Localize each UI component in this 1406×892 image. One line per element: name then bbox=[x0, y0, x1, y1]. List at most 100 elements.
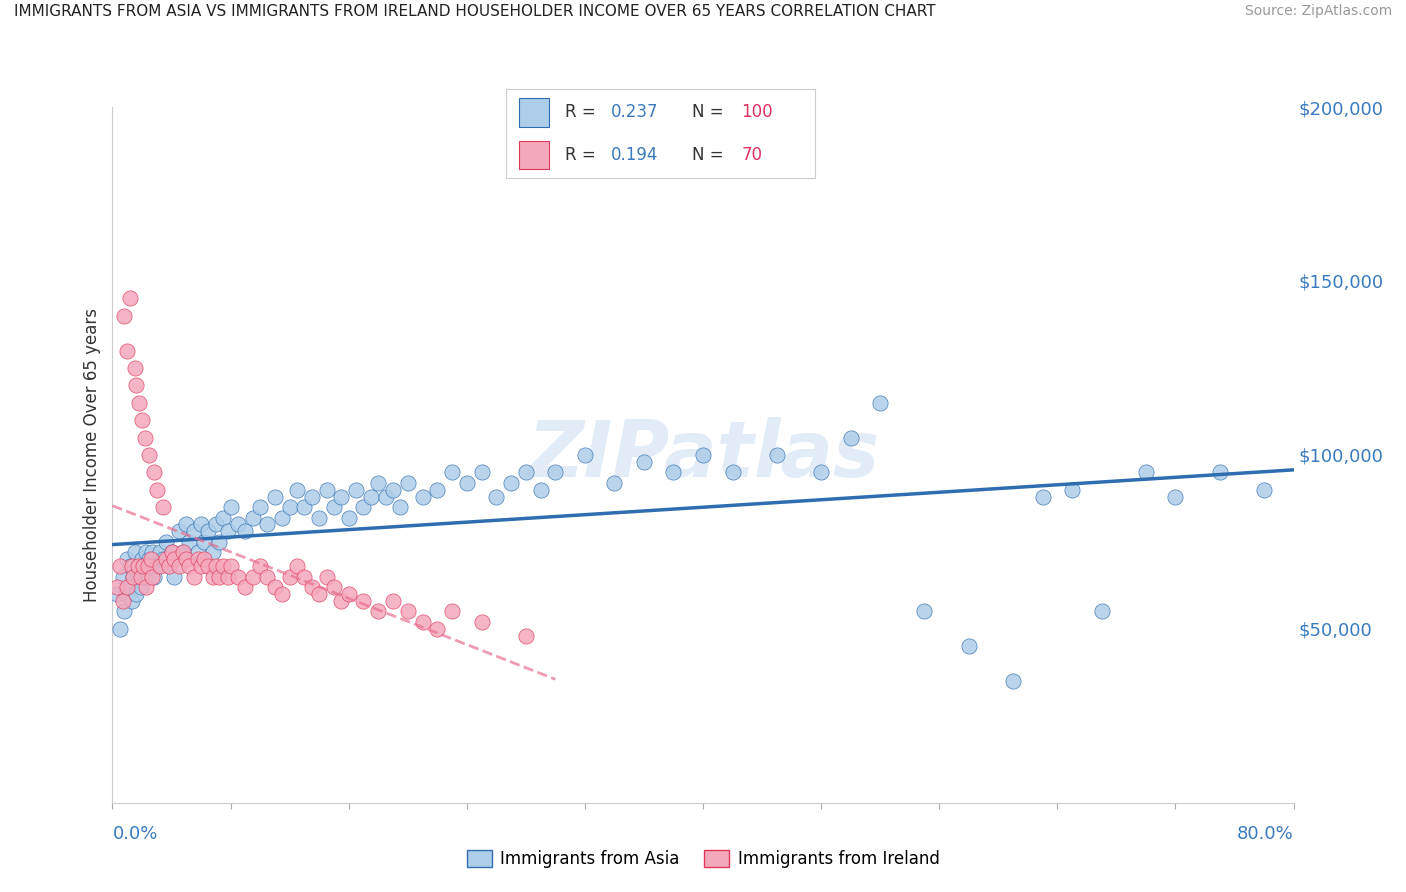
Point bbox=[426, 622, 449, 636]
Point bbox=[201, 545, 224, 559]
Point bbox=[374, 490, 396, 504]
Point bbox=[264, 490, 287, 504]
Point bbox=[330, 594, 353, 608]
Y-axis label: Householder Income Over 65 years: Householder Income Over 65 years bbox=[83, 308, 101, 602]
Text: IMMIGRANTS FROM ASIA VS IMMIGRANTS FROM IRELAND HOUSEHOLDER INCOME OVER 65 YEARS: IMMIGRANTS FROM ASIA VS IMMIGRANTS FROM … bbox=[14, 4, 935, 20]
Point bbox=[212, 510, 235, 524]
Point bbox=[141, 545, 163, 559]
Point bbox=[160, 545, 183, 559]
Point bbox=[131, 552, 153, 566]
Point bbox=[112, 605, 135, 619]
Point bbox=[139, 552, 162, 566]
Point bbox=[352, 500, 374, 514]
Point bbox=[152, 552, 174, 566]
Point bbox=[125, 378, 148, 392]
Point bbox=[111, 570, 134, 584]
Point bbox=[226, 517, 249, 532]
Point bbox=[127, 570, 149, 584]
Point bbox=[256, 517, 278, 532]
Point bbox=[117, 552, 138, 566]
Point bbox=[382, 594, 405, 608]
Text: R =: R = bbox=[565, 103, 600, 121]
Point bbox=[179, 559, 201, 574]
Point bbox=[183, 524, 205, 539]
Point bbox=[278, 570, 301, 584]
Point bbox=[187, 545, 209, 559]
Point bbox=[301, 490, 323, 504]
Point bbox=[219, 559, 242, 574]
Point bbox=[138, 448, 160, 462]
Point bbox=[217, 570, 239, 584]
Point bbox=[212, 559, 235, 574]
Point bbox=[367, 475, 389, 490]
Point bbox=[131, 413, 153, 427]
Point bbox=[136, 559, 159, 574]
Point bbox=[226, 570, 249, 584]
Point bbox=[121, 559, 143, 574]
Point bbox=[233, 524, 256, 539]
Text: 0.0%: 0.0% bbox=[112, 825, 157, 843]
Point bbox=[456, 475, 478, 490]
Point bbox=[574, 448, 596, 462]
Point bbox=[367, 605, 389, 619]
Point bbox=[122, 570, 145, 584]
Point bbox=[122, 570, 145, 584]
Text: R =: R = bbox=[565, 146, 600, 164]
Point bbox=[163, 570, 186, 584]
Point bbox=[197, 559, 219, 574]
Point bbox=[1062, 483, 1084, 497]
Point bbox=[344, 483, 367, 497]
Point bbox=[157, 559, 180, 574]
Point bbox=[914, 605, 936, 619]
Point bbox=[135, 545, 157, 559]
Text: Source: ZipAtlas.com: Source: ZipAtlas.com bbox=[1244, 4, 1392, 19]
Point bbox=[285, 559, 308, 574]
Point bbox=[692, 448, 714, 462]
Point bbox=[193, 552, 215, 566]
Point bbox=[603, 475, 626, 490]
Point bbox=[249, 500, 271, 514]
Text: 80.0%: 80.0% bbox=[1237, 825, 1294, 843]
Point bbox=[149, 545, 172, 559]
Point bbox=[201, 570, 224, 584]
Point bbox=[308, 587, 330, 601]
Point bbox=[132, 559, 155, 574]
Point bbox=[396, 475, 419, 490]
Point bbox=[242, 510, 264, 524]
Point bbox=[285, 483, 308, 497]
Point bbox=[167, 524, 190, 539]
Point bbox=[190, 517, 212, 532]
Point bbox=[132, 570, 155, 584]
Point bbox=[208, 570, 231, 584]
Point bbox=[193, 534, 215, 549]
Point bbox=[249, 559, 271, 574]
Point bbox=[183, 570, 205, 584]
FancyBboxPatch shape bbox=[519, 98, 550, 127]
Point bbox=[441, 605, 464, 619]
Point bbox=[117, 580, 138, 594]
Point bbox=[141, 570, 163, 584]
Point bbox=[172, 545, 194, 559]
Point bbox=[129, 570, 152, 584]
Point bbox=[108, 559, 131, 574]
Point bbox=[382, 483, 405, 497]
Point bbox=[112, 309, 135, 323]
Point bbox=[323, 580, 346, 594]
Point bbox=[105, 580, 128, 594]
Point bbox=[142, 570, 165, 584]
Point bbox=[152, 500, 174, 514]
Point bbox=[124, 545, 146, 559]
Point bbox=[179, 534, 201, 549]
Point bbox=[1164, 490, 1187, 504]
Point bbox=[411, 490, 433, 504]
Point bbox=[174, 552, 197, 566]
Point bbox=[470, 615, 494, 629]
Point bbox=[869, 396, 891, 410]
Point bbox=[515, 629, 537, 643]
Point bbox=[1135, 466, 1157, 480]
Point bbox=[129, 580, 152, 594]
Point bbox=[233, 580, 256, 594]
Text: 0.237: 0.237 bbox=[612, 103, 659, 121]
Point bbox=[485, 490, 508, 504]
Point bbox=[149, 559, 172, 574]
